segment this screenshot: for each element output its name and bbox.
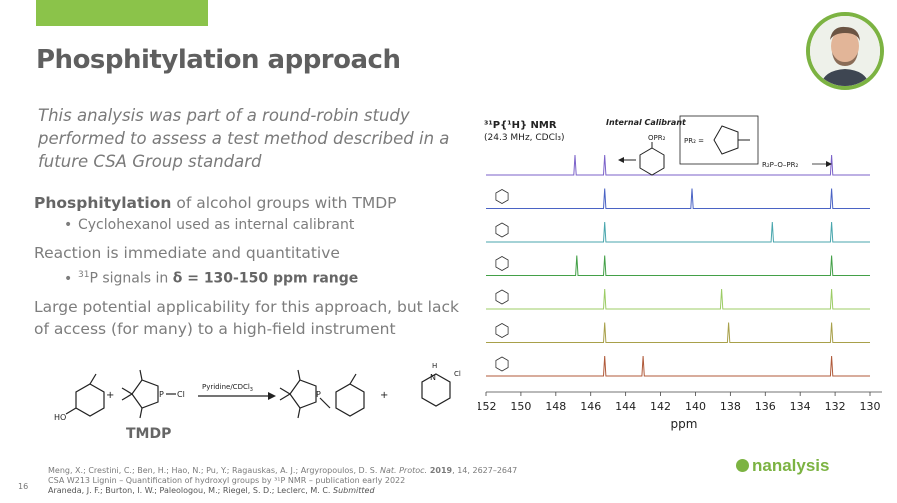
ref3-status: Submitted [333,486,375,495]
x-tick-label: 152 [478,400,497,413]
x-tick-label: 150 [510,400,531,413]
page-number: 16 [18,482,29,491]
x-tick-label: 144 [615,400,636,413]
x-tick-label: 138 [720,400,741,413]
arrow-head-icon [268,392,276,400]
avatar [806,12,884,90]
h-label: H [432,362,437,370]
r2p-o-pr2-label: R₂P–O–PR₂ [762,161,798,169]
ref1-year: 2019 [427,466,453,475]
bullet-phosphitylation: Phosphitylation of alcohol groups with T… [34,192,474,214]
reagent-label: Pyridine/CDCl3 [202,383,253,393]
internal-calibrant-label: Internal Calibrant [606,118,687,127]
logo-dot-icon [736,459,749,472]
references: Meng, X.; Crestini, C.; Ben, H.; Hao, N.… [48,466,517,496]
spectrum-trace [486,221,870,243]
logo-text: nanalysis [752,456,830,475]
bullet-applicability: Large potential applicability for this a… [34,297,459,338]
n-label: N [430,373,436,382]
bullet-reaction: Reaction is immediate and quantitative [34,244,340,262]
sub-bullet-signals: 31P signals in δ = 130-150 ppm range [34,264,474,290]
sub-bullet-calibrant: Cyclohexanol used as internal calibrant [34,214,474,236]
x-axis-ticks: 152 150 148 146 144 142 140 138 136 134 132 130 [478,392,881,413]
chart-title: ³¹P{¹H} NMR [484,120,557,131]
x-axis-label: ppm [671,417,698,431]
pyridinium-structure [421,373,451,407]
pr2-definition-label: PR₂ = [684,137,704,145]
reference-3: Araneda, J. F.; Burton, I. W.; Paleologo… [48,486,517,496]
avatar-portrait-icon [810,16,880,86]
spectrum-trace [486,188,870,209]
x-tick-label: 146 [580,400,601,413]
spectrum-trace [486,288,870,310]
signal-text: P signals in [89,270,173,287]
product-p-label: P [316,390,321,399]
x-tick-label: 134 [790,400,811,413]
page-title: Phosphitylation approach [36,45,401,75]
tmdp-structure [121,369,176,419]
x-tick-label: 140 [685,400,706,413]
bullet-text: of alcohol groups with TMDP [171,194,397,212]
superscript: 31 [78,270,90,280]
reference-1: Meng, X.; Crestini, C.; Ben, H.; Hao, N.… [48,466,517,476]
ref1-journal: Nat. Protoc. [379,466,428,475]
product-structure [279,369,365,419]
ho-label: HO [54,413,66,422]
row-structure-icon [495,356,509,372]
plus-sign-2: + [380,390,388,401]
row-structure-icon [495,189,509,204]
signal-range: δ = 130-150 ppm range [172,270,359,287]
row-structure-icon [495,323,509,338]
row-structure-icon [495,289,509,305]
tmdp-label: TMDP [126,426,171,442]
ref1-rest: , 14, 2627–2647 [452,466,518,475]
spectrum-trace [486,255,870,276]
nmr-spectrum-chart: 152 150 148 146 144 142 140 138 136 134 132 130 ppm… [478,115,882,431]
calibrant-arrow-icon [618,157,624,163]
x-tick-label: 130 [860,400,881,413]
opr2-label: OPR₂ [648,134,666,142]
chart-subtitle: (24.3 MHz, CDCl₃) [484,133,565,143]
x-tick-label: 132 [825,400,846,413]
reference-2: CSA W213 Lignin – Quantification of hydr… [48,476,406,485]
pr2-definition-box [679,115,759,165]
spectrum-traces [486,154,870,377]
phenol-structure [65,373,105,417]
p-label: P [159,390,164,399]
cyclohexyl-calibrant-icon [622,142,665,176]
x-tick-label: 136 [755,400,776,413]
spectrum-trace [486,322,870,343]
plus-sign: + [106,390,114,401]
reaction-scheme: HO + P Cl TMDP Pyridine/CDCl3 P + H N Cl [54,362,461,442]
bullet-list: Phosphitylation of alcohol groups with T… [34,192,474,340]
x-tick-label: 148 [545,400,566,413]
ref3-authors: Araneda, J. F.; Burton, I. W.; Paleologo… [48,486,334,495]
nanalysis-logo: nanalysis [736,456,830,476]
ref1-authors: Meng, X.; Crestini, C.; Ben, H.; Hao, N.… [48,466,380,475]
chloride-label: Cl [454,370,461,378]
spectrum-trace [486,154,870,176]
cl-label: Cl [177,390,185,399]
intro-text: This analysis was part of a round-robin … [38,106,450,171]
spectrum-trace [486,355,870,377]
row-structure-icon [495,256,509,271]
accent-bar [36,0,208,26]
x-tick-label: 142 [650,400,671,413]
row-structures [495,189,509,372]
anhydride-arrow-head-icon [826,161,832,167]
dioxaphospholane-icon [713,125,750,155]
bold-term: Phosphitylation [34,194,172,212]
row-structure-icon [495,222,509,238]
